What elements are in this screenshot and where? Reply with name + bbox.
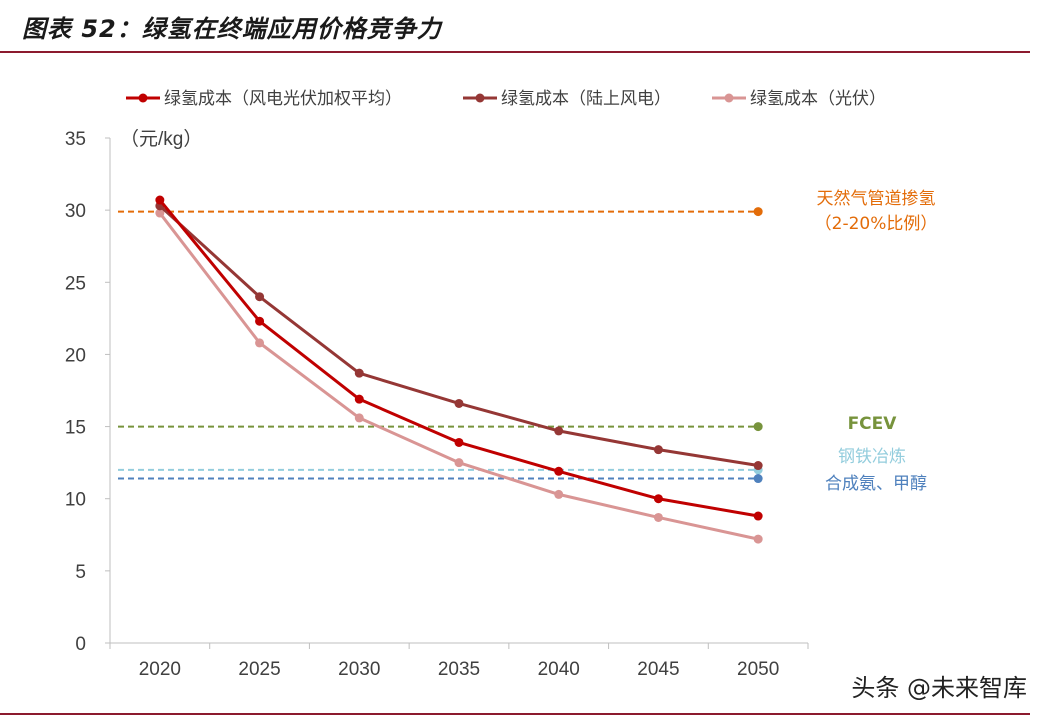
- legend-marker: [138, 93, 148, 103]
- data-point: [554, 489, 564, 499]
- reference-label: 钢铁冶炼: [838, 447, 906, 467]
- data-point: [255, 292, 265, 302]
- y-tick-label: 25: [65, 273, 86, 294]
- data-point: [354, 413, 364, 423]
- data-point: [653, 494, 663, 504]
- data-point: [753, 511, 763, 521]
- header: 图表 52：绿氢在终端应用价格竞争力: [0, 0, 1047, 54]
- data-point: [354, 368, 364, 378]
- data-point: [554, 466, 564, 476]
- y-tick-label: 35: [65, 129, 86, 150]
- y-tick-label: 30: [65, 201, 86, 222]
- y-tick-label: 20: [65, 345, 86, 366]
- y-tick-label: 10: [65, 490, 86, 511]
- data-point: [653, 512, 663, 522]
- x-tick-label: 2030: [338, 659, 380, 680]
- reference-marker: [753, 474, 763, 484]
- x-tick-label: 2035: [438, 659, 480, 680]
- footer-divider: [0, 713, 1030, 715]
- reference-marker: [753, 207, 763, 217]
- legend-label: 绿氢成本（陆上风电）: [501, 89, 671, 109]
- data-point: [354, 394, 364, 404]
- x-tick-label: 2045: [637, 659, 679, 680]
- legend-label: 绿氢成本（光伏）: [750, 89, 886, 109]
- reference-label: 天然气管道掺氢: [817, 189, 936, 209]
- x-tick-label: 2040: [538, 659, 580, 680]
- data-point: [155, 208, 165, 218]
- data-point: [454, 437, 464, 447]
- legend-marker: [724, 93, 734, 103]
- y-tick-label: 0: [75, 634, 86, 655]
- series-line: [158, 199, 759, 518]
- reference-label: （2-20%比例）: [815, 214, 938, 234]
- legend-label: 绿氢成本（风电光伏加权平均）: [164, 89, 402, 109]
- reference-marker: [753, 422, 763, 432]
- data-point: [753, 534, 763, 544]
- data-point: [653, 445, 663, 455]
- title-divider: [0, 51, 1030, 53]
- series-line: [158, 212, 759, 541]
- data-point: [753, 461, 763, 471]
- data-point: [454, 458, 464, 468]
- data-point: [454, 398, 464, 408]
- x-tick-label: 2050: [737, 659, 779, 680]
- data-point: [255, 338, 265, 348]
- data-point: [255, 316, 265, 326]
- x-tick-label: 2020: [139, 659, 181, 680]
- y-tick-label: 15: [65, 418, 86, 439]
- data-point: [155, 195, 165, 205]
- reference-label: 合成氨、甲醇: [825, 474, 927, 494]
- page-title: 图表 52：绿氢在终端应用价格竞争力: [22, 15, 442, 43]
- watermark: 头条 @未来智库: [851, 674, 1027, 702]
- reference-label: FCEV: [848, 414, 898, 434]
- unit-label: （元/kg）: [120, 128, 202, 150]
- data-point: [554, 426, 564, 436]
- y-tick-label: 5: [75, 562, 86, 583]
- x-tick-label: 2025: [238, 659, 280, 680]
- legend-marker: [475, 93, 485, 103]
